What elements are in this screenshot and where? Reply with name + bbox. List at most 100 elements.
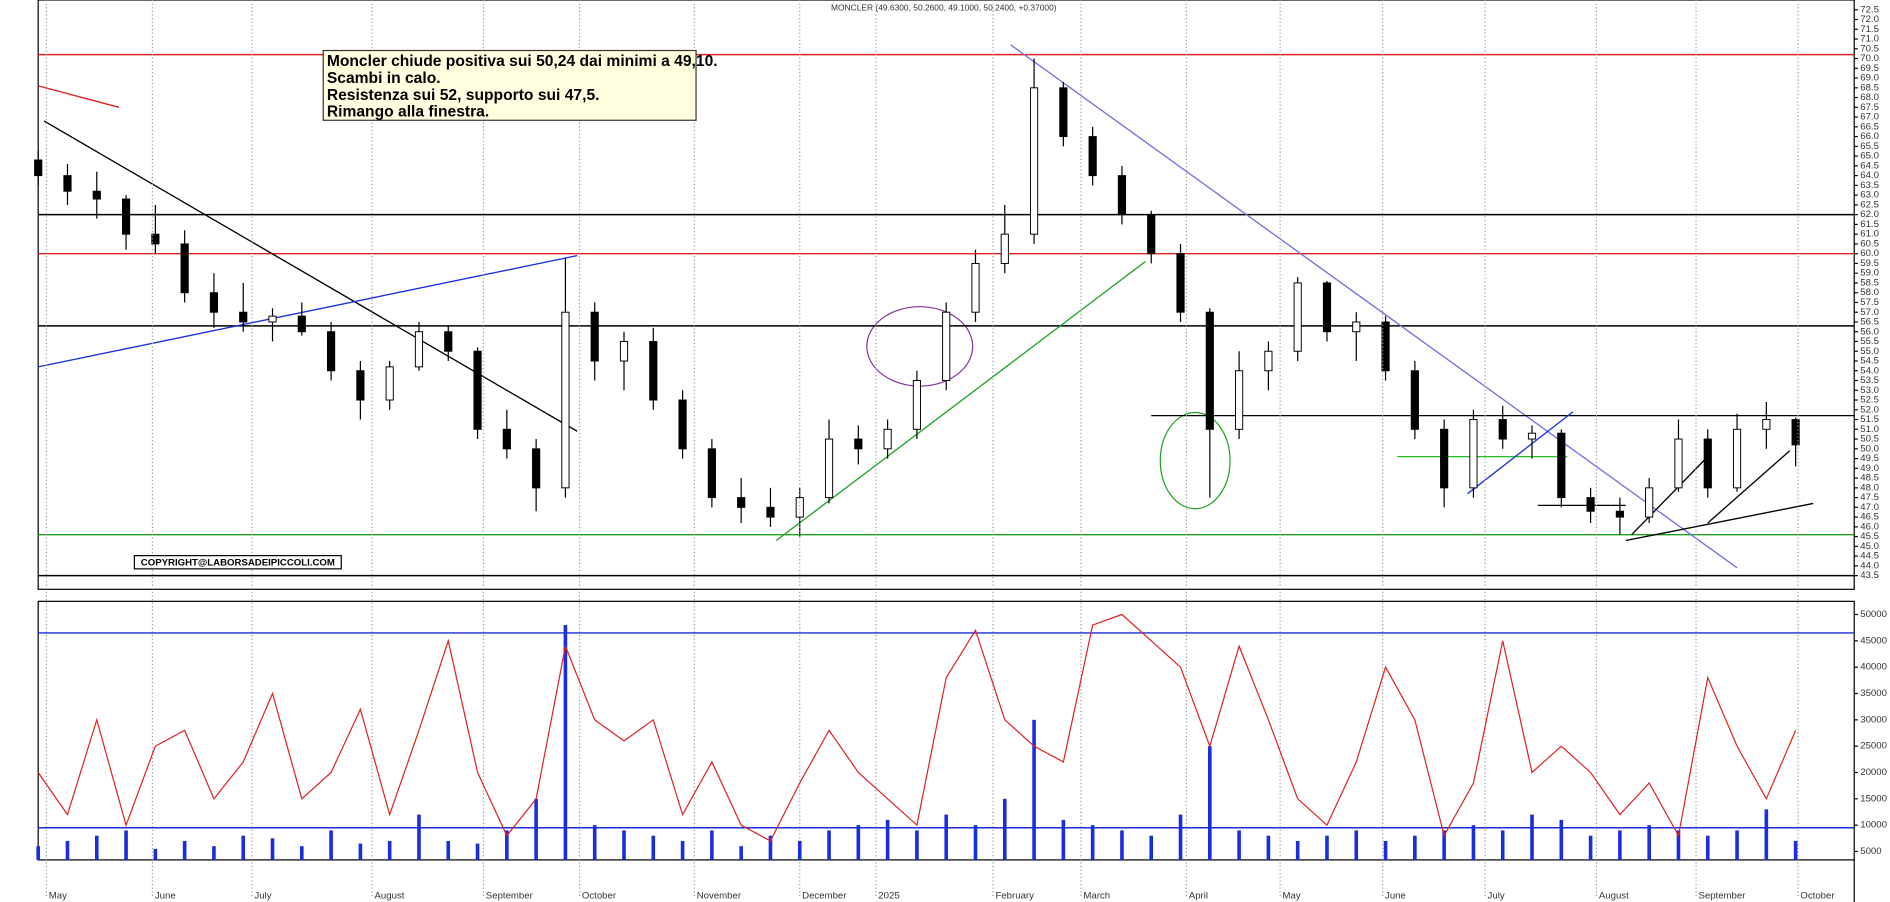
volume-bar: [475, 843, 480, 860]
volume-bar: [1266, 835, 1271, 860]
candle-body: [1557, 432, 1566, 499]
candle-body: [502, 428, 511, 450]
candle-body: [1000, 233, 1009, 264]
y-tick-label: 71.0: [1860, 34, 1879, 45]
candle-body: [1147, 214, 1156, 255]
y-tick-label: 66.5: [1860, 121, 1879, 132]
x-tick-label: May: [1283, 891, 1301, 902]
oscillator-line: [37, 613, 1797, 842]
candle-body: [297, 315, 306, 333]
y-tick-label: 48.0: [1860, 482, 1879, 493]
y-tick-label: 52.0: [1860, 404, 1879, 415]
volume-bar: [563, 625, 568, 860]
volume-bar: [387, 840, 392, 860]
candle-body: [327, 331, 336, 372]
x-tick-label: April: [1189, 891, 1208, 902]
y-tick-label: 62.5: [1860, 199, 1879, 210]
candle-body: [1410, 370, 1419, 430]
copyright: COPYRIGHT@LABORSADEIPICCOLI.COM: [141, 557, 335, 568]
candle-body: [1732, 428, 1742, 489]
candle-body: [121, 198, 131, 235]
volume-bar: [1237, 830, 1241, 860]
volume-bar: [212, 846, 216, 860]
volume-bar: [300, 846, 304, 860]
x-tick-label: October: [582, 891, 617, 902]
y-tick-label: 45.5: [1860, 531, 1879, 542]
volume-bar: [592, 825, 597, 860]
annotation-line: Resistenza sui 52, supporto sui 47,5.: [327, 87, 600, 104]
volume-bar: [1149, 835, 1154, 860]
trend-line: [1707, 450, 1791, 524]
candle-body: [268, 315, 277, 323]
candle-body: [1615, 510, 1624, 518]
candle-body: [92, 190, 101, 200]
x-tick-label: 2025: [878, 891, 899, 902]
x-tick-label: June: [155, 891, 176, 902]
volume-bar: [797, 840, 802, 860]
trend-line: [43, 120, 578, 432]
candle-body: [1791, 419, 1800, 446]
volume-bar: [241, 835, 246, 860]
y-tick-label: 68.5: [1860, 82, 1879, 93]
candle-body: [971, 262, 980, 313]
candle-body: [1264, 350, 1273, 372]
y-tick-label: 67.0: [1860, 112, 1879, 123]
volume-bar: [1061, 819, 1066, 860]
x-tick-label: July: [1488, 891, 1505, 902]
y-tick-label: 35000: [1860, 688, 1887, 699]
volume-bar: [1208, 746, 1212, 860]
y-tick-label: 51.5: [1860, 414, 1879, 425]
candle-body: [1703, 438, 1712, 489]
candle-body: [649, 341, 658, 401]
y-tick-label: 61.5: [1860, 219, 1879, 230]
x-tick-label: November: [697, 891, 742, 902]
y-tick-label: 61.0: [1860, 229, 1879, 240]
y-tick-label: 50.0: [1860, 443, 1879, 454]
y-tick-label: 67.5: [1860, 102, 1879, 113]
y-tick-label: 63.0: [1860, 190, 1879, 201]
candle-body: [151, 233, 160, 245]
y-tick-label: 58.0: [1860, 287, 1879, 298]
candle-body: [356, 370, 365, 401]
candle-body: [619, 341, 629, 362]
x-tick-label: September: [1698, 891, 1746, 902]
y-tick-label: 57.5: [1860, 297, 1879, 308]
y-tick-label: 40000: [1860, 662, 1887, 673]
candle-body: [1029, 87, 1039, 235]
y-tick-label: 48.5: [1860, 473, 1879, 484]
annotation: Moncler chiude positiva sui 50,24 dai mi…: [322, 49, 718, 121]
candle-body: [1235, 370, 1244, 430]
y-tick-label: 58.5: [1860, 277, 1879, 288]
volume-bar: [1793, 840, 1798, 860]
volume-bar: [270, 838, 275, 860]
candle-body: [385, 366, 394, 401]
candle-body: [1293, 282, 1302, 352]
volume-bar: [1178, 814, 1183, 860]
volume-bar: [1647, 825, 1651, 860]
trend-line: [1467, 411, 1574, 495]
volume-bar: [1764, 809, 1769, 860]
volume-bar: [1705, 835, 1710, 860]
volume-bar: [153, 848, 158, 860]
annotation-line: Rimango alla finestra.: [327, 104, 489, 121]
y-tick-label: 15000: [1860, 793, 1887, 804]
volume-bar: [622, 830, 626, 860]
volume-bar: [710, 830, 714, 860]
candle-body: [1469, 419, 1478, 489]
y-tick-label: 69.0: [1860, 73, 1879, 84]
chart-title: MONCLER (49.6300, 50.2600, 49.1000, 50.2…: [831, 3, 1057, 13]
volume-bar: [1559, 819, 1564, 860]
candle-body: [1352, 321, 1361, 333]
y-tick-label: 45.0: [1860, 541, 1879, 552]
y-tick-label: 63.5: [1860, 180, 1879, 191]
y-tick-label: 46.5: [1860, 512, 1879, 523]
y-tick-label: 54.0: [1860, 365, 1879, 376]
candle-body: [63, 175, 72, 192]
candle-body: [766, 506, 775, 518]
x-tick-label: September: [486, 891, 534, 902]
y-tick-label: 53.0: [1860, 385, 1879, 396]
y-tick-label: 44.5: [1860, 551, 1879, 562]
y-tick-label: 70.0: [1860, 53, 1879, 64]
ellipse: [866, 306, 974, 387]
